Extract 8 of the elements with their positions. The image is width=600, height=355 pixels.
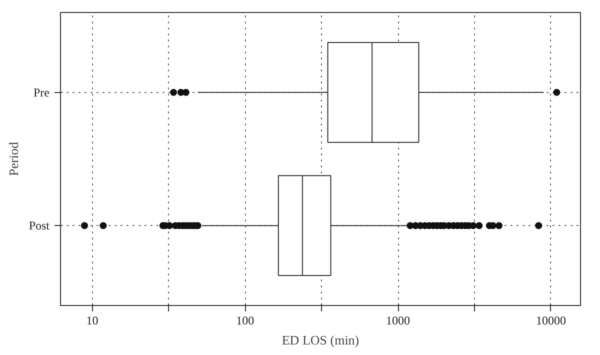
x-tick-label: 100 [236, 314, 254, 328]
x-axis-title: ED LOS (min) [282, 332, 360, 348]
y-tick-label: Post [28, 218, 50, 233]
y-tick-label: Pre [34, 85, 50, 100]
y-axis-title: Period [6, 142, 21, 176]
x-tick-label: 10 [86, 314, 98, 328]
x-tick-label: 10000 [536, 314, 566, 328]
x-tick-label: 1000 [386, 314, 410, 328]
